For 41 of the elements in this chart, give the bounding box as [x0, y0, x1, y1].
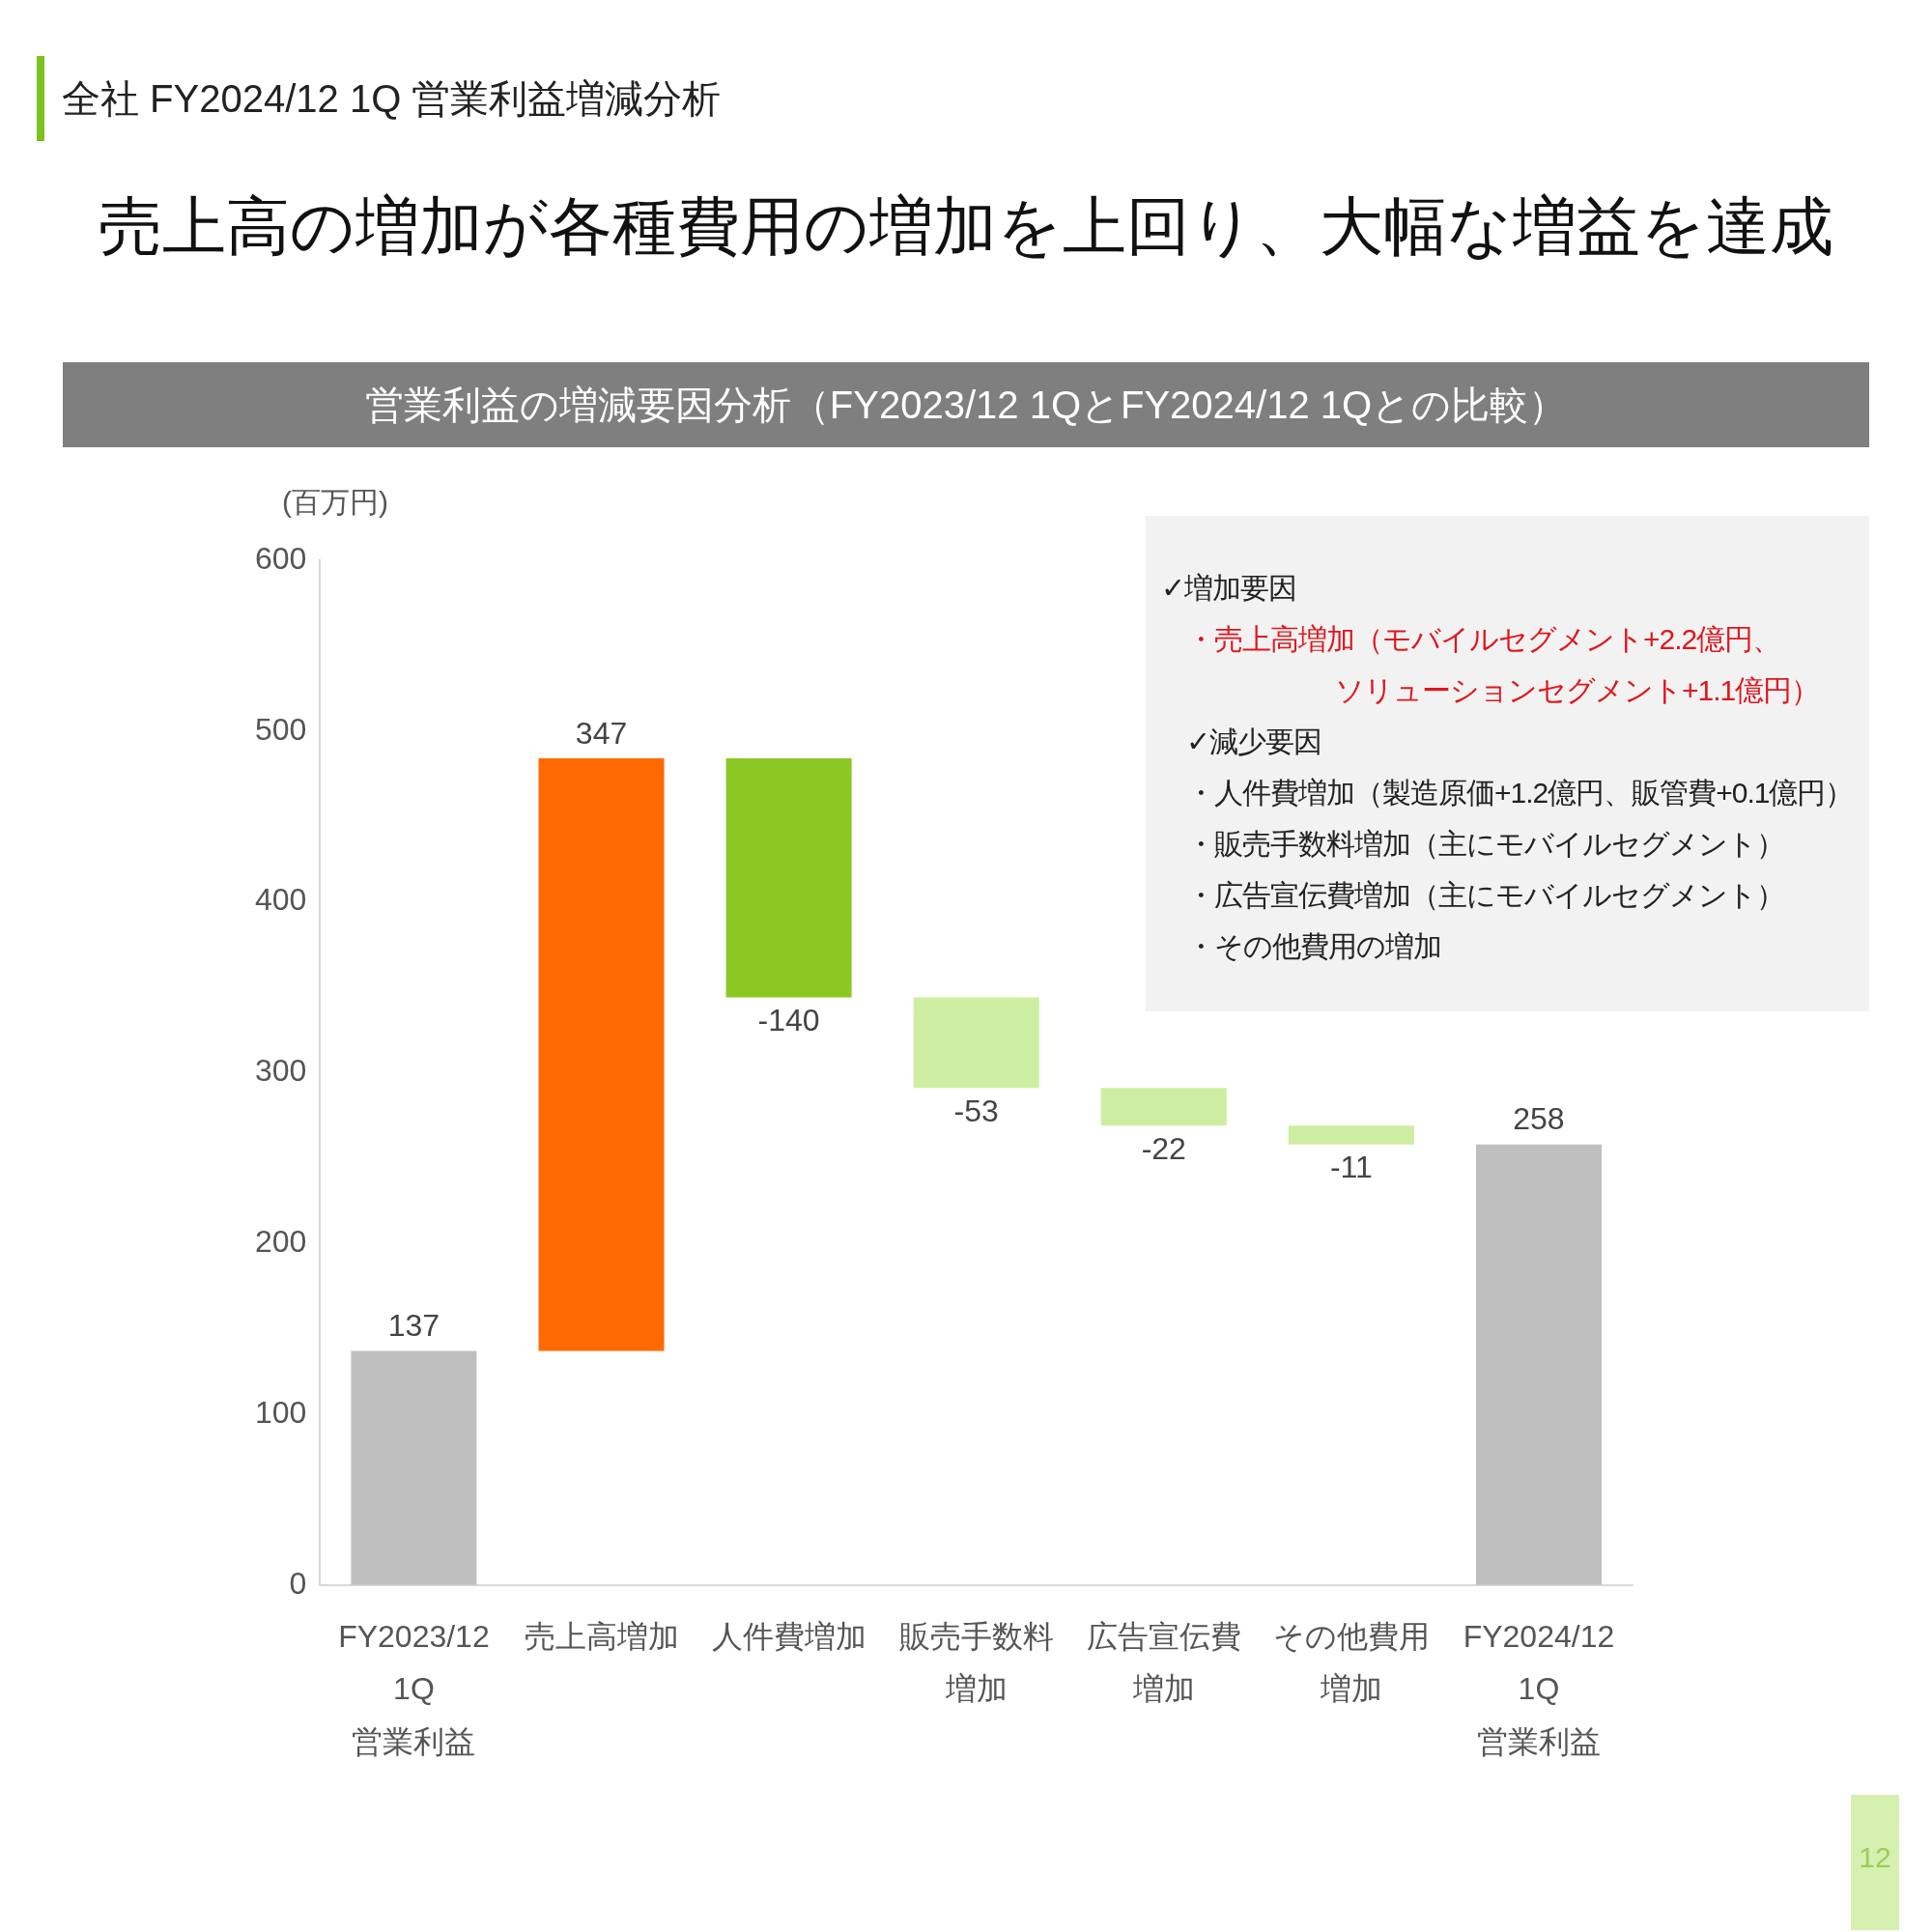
annotation: ✓減少要因: [1185, 724, 1323, 759]
bar: [1100, 1088, 1227, 1126]
x-tick-label: FY2024/12 1Q 営業利益: [1463, 1618, 1615, 1759]
data-label: -140: [757, 1003, 820, 1038]
annotation: ・人件費増加（製造原価+1.2億円、販管費+0.1億円）: [1185, 776, 1855, 810]
bar: [351, 1350, 477, 1585]
y-tick-label: 600: [255, 540, 307, 576]
annotation: ・販売手数料増加（主にモバイルセグメント）: [1185, 827, 1785, 862]
bar: [913, 997, 1039, 1089]
annotation: ・売上高増加（モバイルセグメント+2.2億円、: [1185, 622, 1782, 657]
x-tick-label: 広告宣伝費増加: [1086, 1618, 1241, 1707]
annotation: ソリューションセグメント+1.1億円）: [1334, 673, 1821, 708]
y-tick-label: 100: [255, 1394, 307, 1430]
chart-subtitle: 営業利益の増減要因分析（FY2023/12 1QとFY2024/12 1Qとの比較）: [63, 362, 1869, 447]
text: 全社 FY2024/12 1Q 営業利益増減分析: [37, 56, 722, 141]
x-tick-label: その他費用増加: [1272, 1618, 1430, 1707]
bar: [1475, 1144, 1602, 1585]
text: 12: [1851, 1795, 1899, 1930]
bar: [538, 758, 665, 1351]
data-label: -53: [953, 1094, 999, 1129]
annotation: ✓増加要因: [1161, 571, 1298, 606]
data-label: -11: [1329, 1150, 1373, 1185]
chart-title: 売上高の増加が各種費用の増加を上回り、大幅な増益を達成: [98, 189, 1834, 264]
bar: [725, 758, 852, 998]
bar: [1288, 1125, 1414, 1145]
data-label: 137: [387, 1308, 440, 1344]
data-label: 258: [1513, 1101, 1565, 1137]
data-label: -22: [1141, 1131, 1186, 1167]
data-label: 347: [575, 715, 628, 751]
annotation: ・その他費用の増加: [1185, 929, 1442, 964]
x-tick-label: 売上高増加: [524, 1618, 679, 1654]
y-tick-label: 400: [255, 882, 307, 918]
y-tick-label: 0: [289, 1565, 307, 1601]
y-axis-title: (百万円): [282, 485, 388, 520]
y-tick-label: 300: [255, 1053, 307, 1089]
y-tick-label: 200: [255, 1224, 307, 1260]
x-tick-label: 人件費増加: [711, 1618, 867, 1654]
x-tick-label: FY2023/12 1Q 営業利益: [338, 1618, 490, 1759]
x-tick-label: 販売手数料増加: [898, 1618, 1054, 1707]
annotation: ・広告宣伝費増加（主にモバイルセグメント）: [1185, 878, 1785, 913]
y-tick-label: 500: [255, 711, 307, 747]
